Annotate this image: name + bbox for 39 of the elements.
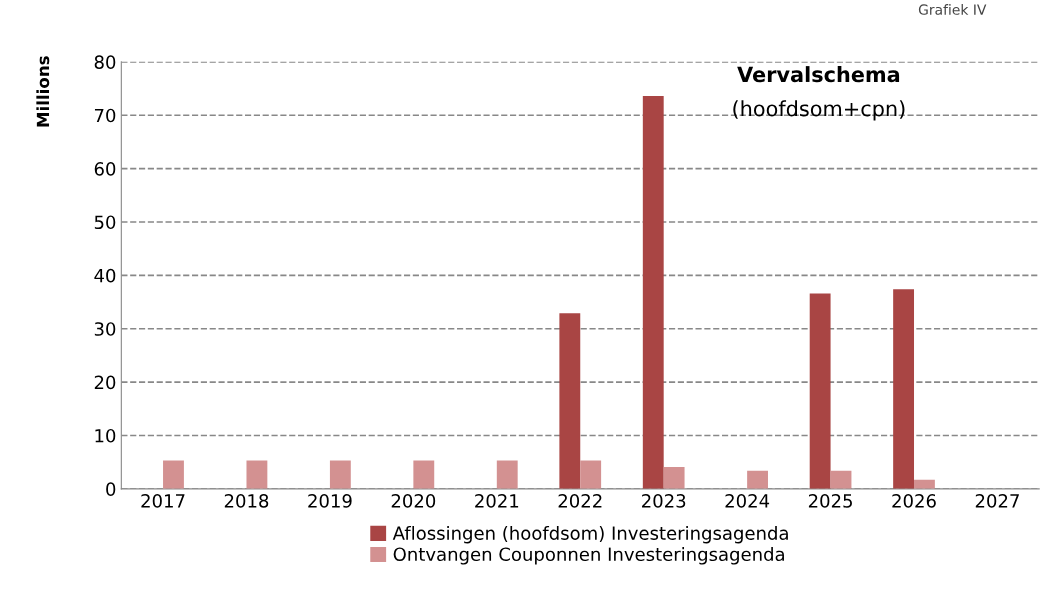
bar	[329, 460, 351, 489]
x-tick-label: 2027	[975, 494, 1019, 508]
bar	[559, 313, 581, 489]
y-tick-label: 30	[94, 322, 116, 336]
y-tick-label: 10	[95, 428, 116, 443]
x-tick-label: 2024	[725, 494, 770, 508]
legend-label: Ontvangen Couponnen Investeringsagenda	[393, 547, 784, 565]
bar	[163, 460, 184, 489]
bar	[642, 96, 664, 489]
bar	[893, 289, 915, 489]
bar	[747, 470, 768, 489]
x-tick-label: 2021	[475, 494, 519, 508]
y-tick-label: 80	[94, 55, 116, 69]
x-tick-label: 2026	[892, 494, 936, 508]
x-tick-label: 2018	[224, 494, 269, 508]
y-tick-label: 50	[94, 215, 116, 230]
bar	[663, 466, 685, 489]
chart-title: Vervalschema	[737, 66, 900, 83]
bar	[496, 460, 518, 489]
x-tick-label: 2020	[391, 494, 436, 508]
y-tick-label: 0	[106, 482, 116, 496]
x-tick-label: 2023	[642, 494, 686, 508]
x-tick-label: 2025	[808, 494, 852, 508]
x-tick-label: 2022	[558, 494, 602, 508]
x-tick-label: 2019	[308, 494, 352, 508]
x-tick-label: 2017	[141, 494, 185, 508]
y-tick-label: 70	[94, 108, 116, 123]
bar	[580, 460, 602, 489]
y-axis-title: Millions	[36, 56, 50, 127]
text: (hoofdsom+cpn)	[733, 100, 905, 121]
bar	[246, 460, 268, 489]
y-tick-label: 40	[94, 268, 116, 283]
y-tick-label: 60	[94, 162, 116, 176]
text: Grafiek IV	[918, 4, 987, 15]
bar	[830, 470, 852, 489]
bar	[413, 460, 435, 489]
legend-label: Aflossingen (hoofdsom) Investeringsagenda	[392, 525, 788, 544]
bar	[809, 293, 831, 489]
y-tick-label: 20	[94, 375, 116, 390]
